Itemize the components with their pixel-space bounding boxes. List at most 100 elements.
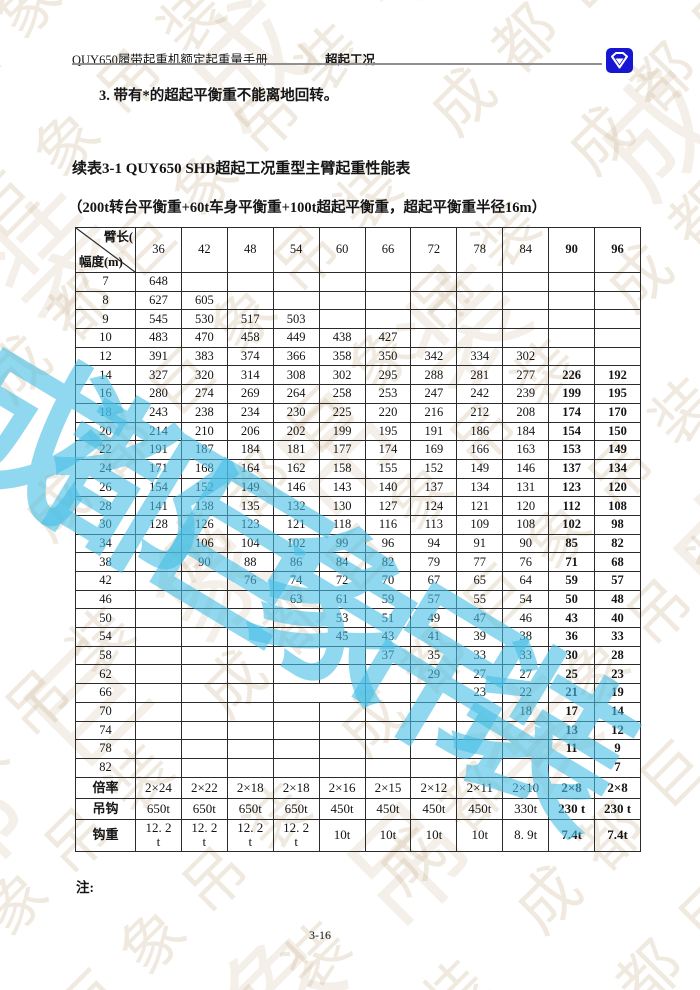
capacity-cell [272,290,320,311]
capacity-cell: 53 [318,608,366,629]
capacity-cell: 438 [318,328,366,348]
capacity-cell: 366 [272,346,320,367]
capacity-cell [226,701,274,722]
capacity-cell [410,272,458,292]
capacity-cell: 121 [456,496,504,516]
capacity-cell [226,645,274,666]
capacity-cell [226,720,274,741]
capacity-cell: 39 [456,627,504,647]
table-row: 16 280 274 269 264 258 253 247 242 239 199 195 [75,384,641,404]
capacity-cell: 28 [594,645,641,666]
footer-cell: 330t [502,797,550,820]
table-row: 66 23 22 21 19 [75,683,641,703]
capacity-cell [364,701,412,722]
footer-cell: 12. 2 t [180,818,228,852]
footer-cell: 12. 2 t [272,818,320,852]
footer-cell: 2×10 [502,776,550,799]
capacity-cell: 38 [502,627,550,647]
column-header: 48 [226,227,274,273]
capacity-cell: 47 [456,608,504,629]
capacity-cell: 648 [135,272,182,292]
capacity-cell [594,309,641,330]
capacity-cell: 140 [364,477,412,498]
capacity-cell: 258 [318,384,366,404]
capacity-cell: 288 [410,365,458,386]
footer-cell: 450t [364,797,412,820]
capacity-cell: 21 [548,683,596,703]
capacity-cell [180,701,228,722]
capacity-cell: 253 [364,384,412,404]
capacity-cell: 27 [502,664,550,685]
capacity-cell: 82 [594,533,641,554]
capacity-cell: 61 [318,589,366,610]
row-header: 10 [75,328,136,348]
capacity-cell: 59 [364,589,412,610]
capacity-cell [318,720,366,741]
capacity-cell [226,272,274,292]
capacity-cell [410,290,458,311]
capacity-cell: 327 [135,365,182,386]
capacity-cell [456,290,504,311]
capacity-cell [502,720,550,741]
capacity-cell: 72 [318,571,366,591]
capacity-cell [548,272,596,292]
capacity-cell: 141 [135,496,182,516]
capacity-cell: 214 [135,421,182,442]
capacity-cell [410,701,458,722]
capacity-cell: 134 [456,477,504,498]
capacity-cell: 65 [456,571,504,591]
table-row: 24 171 168 164 162 158 155 152 149 146 137 134 [75,458,641,479]
capacity-cell [548,328,596,348]
capacity-cell [594,272,641,292]
capacity-cell [180,627,228,647]
corner-radius-label: 幅度(m) [79,254,123,269]
table-subtitle: （200t转台平衡重+60t车身平衡重+100t超起平衡重，超起平衡重半径16m… [68,200,547,216]
capacity-cell [135,645,182,666]
capacity-cell: 169 [410,440,458,460]
capacity-cell: 18 [502,701,550,722]
capacity-cell [226,608,274,629]
capacity-cell: 146 [272,477,320,498]
table-row: 50 53 51 49 47 46 43 40 [75,608,641,629]
capacity-cell: 51 [364,608,412,629]
row-header: 62 [75,664,136,685]
capacity-cell: 470 [180,328,228,348]
corner-arm-length-label: 臂长( [103,230,133,244]
table-row: 14 327 320 314 308 302 295 288 281 277 226 192 [75,365,641,386]
footer-cell: 230 t [548,797,596,820]
capacity-cell [410,683,458,703]
capacity-cell [410,309,458,330]
capacity-cell: 170 [594,402,641,423]
capacity-cell: 320 [180,365,228,386]
capacity-cell [272,720,320,741]
capacity-cell: 374 [226,346,274,367]
capacity-cell: 30 [548,645,596,666]
capacity-cell [502,290,550,311]
capacity-cell: 23 [456,683,504,703]
capacity-cell [318,290,366,311]
capacity-cell: 118 [318,514,366,535]
capacity-cell: 137 [548,458,596,479]
capacity-cell [456,328,504,348]
capacity-cell: 184 [226,440,274,460]
capacity-cell [410,739,458,759]
capacity-cell: 94 [410,533,458,554]
capacity-cell [135,701,182,722]
capacity-cell [180,757,228,778]
capacity-cell [502,272,550,292]
capacity-cell: 127 [364,496,412,516]
capacity-cell: 191 [135,440,182,460]
capacity-cell [502,328,550,348]
row-header: 9 [75,309,136,330]
capacity-cell: 9 [594,739,641,759]
capacity-cell: 121 [272,514,320,535]
row-header: 38 [75,552,136,572]
table-row: 74 13 12 [75,720,641,741]
capacity-cell: 195 [364,421,412,442]
row-header: 78 [75,739,136,759]
capacity-cell [135,739,182,759]
capacity-cell [318,739,366,759]
capacity-cell: 168 [180,458,228,479]
capacity-cell: 158 [318,458,366,479]
